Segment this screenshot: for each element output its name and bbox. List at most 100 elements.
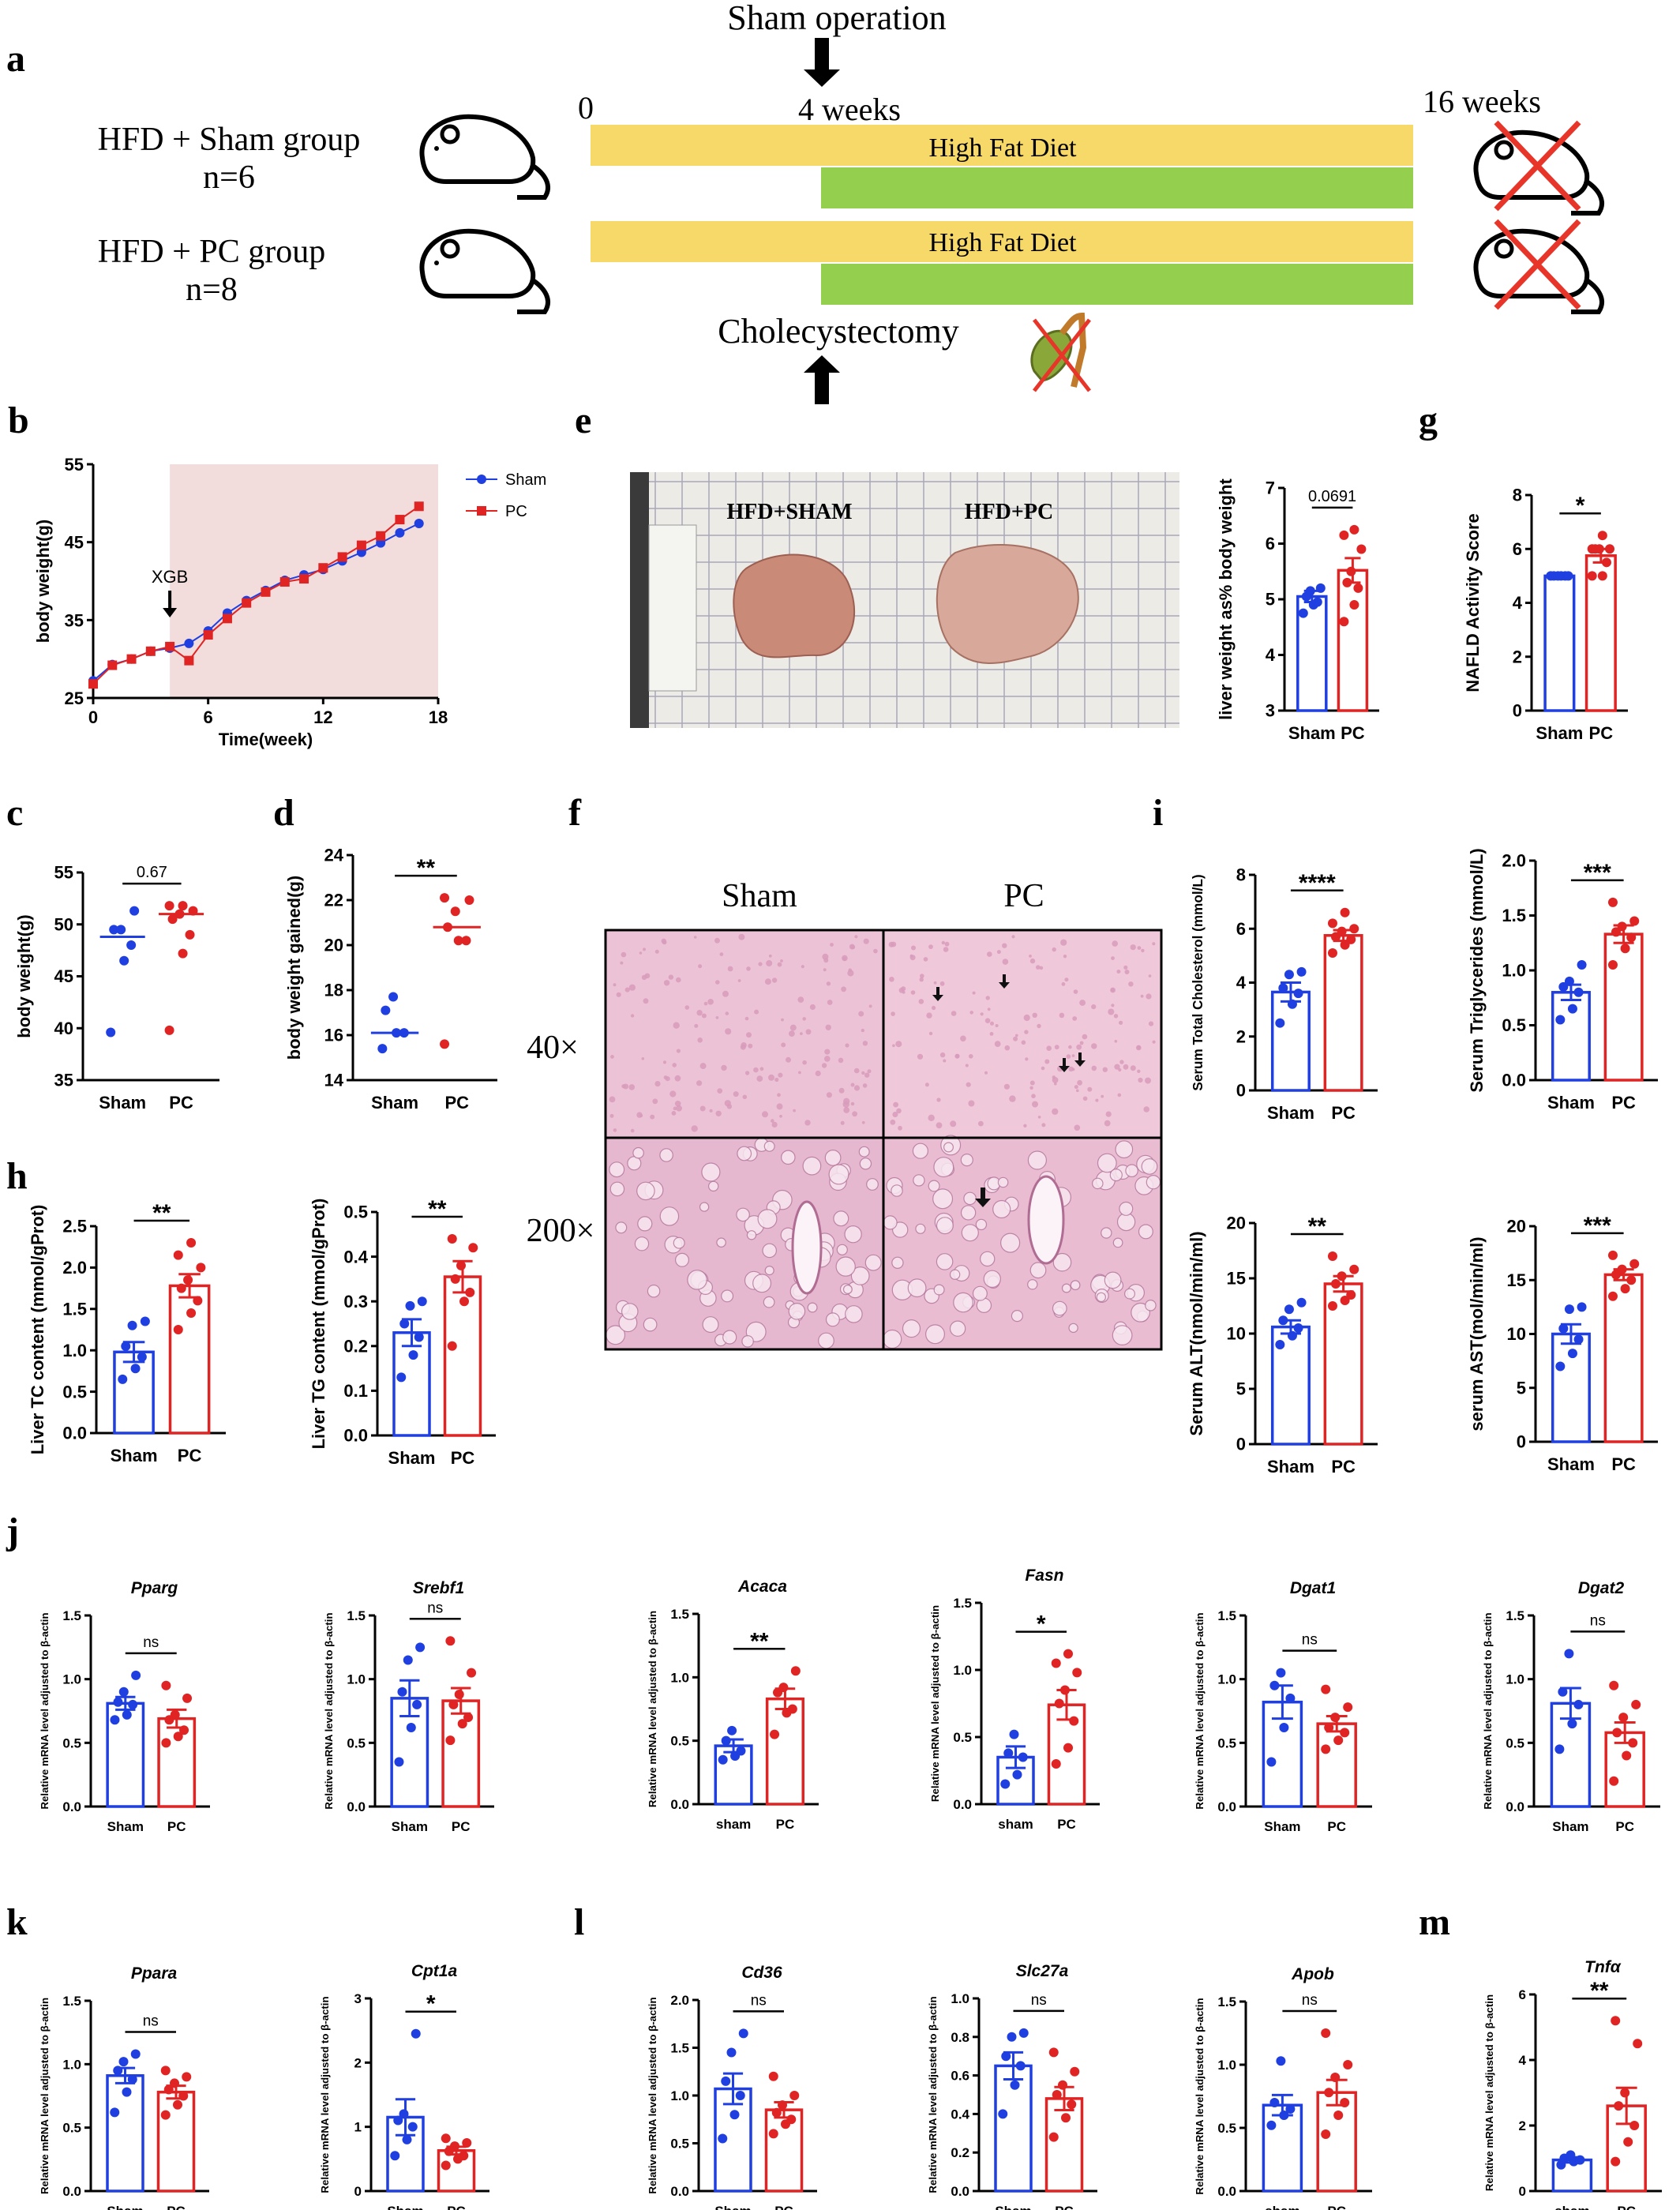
significance-label: **	[152, 1200, 171, 1226]
histology-cell	[802, 1156, 822, 1176]
y-tick-label: 2.0	[1502, 851, 1526, 871]
y-tick-label: 0.5	[1217, 1735, 1236, 1750]
histology-cell	[1029, 958, 1036, 964]
histology-cell	[1063, 955, 1067, 959]
data-point	[465, 1287, 475, 1297]
histology-cell	[1029, 1080, 1035, 1086]
histology-cell	[936, 1097, 941, 1102]
histology-cell	[628, 984, 636, 991]
histology-cell	[1124, 970, 1130, 974]
x-tick-label: Sham	[1547, 1454, 1595, 1474]
annotation-label: XGB	[152, 567, 188, 587]
data-point	[738, 2028, 748, 2039]
sham-operation-label: Sham operation	[727, 0, 946, 37]
histology-cell	[1068, 1323, 1078, 1334]
histology-cell	[781, 1018, 784, 1022]
y-axis-label: Relative mRNA level adjusted to β-actin	[927, 1996, 939, 2193]
histology-cell	[609, 1113, 614, 1118]
histology-cell	[1091, 1065, 1097, 1071]
histology-cell	[835, 1256, 856, 1277]
data-point	[1573, 1699, 1584, 1709]
data-point	[768, 2071, 778, 2081]
data-point	[1327, 918, 1337, 929]
data-point	[137, 1352, 147, 1362]
y-axis-label: Liver TG content (mmol/gProt)	[309, 1199, 328, 1450]
histology-cell	[737, 979, 741, 982]
data-point	[1611, 1270, 1621, 1280]
histology-cell	[841, 986, 846, 992]
histology-cell	[659, 1206, 680, 1226]
panel-letter-c: c	[6, 792, 23, 834]
data-point	[396, 1372, 407, 1383]
histology-cell	[1101, 1227, 1112, 1239]
data-point	[1353, 583, 1363, 593]
data-point	[1315, 583, 1326, 593]
histology-cell	[797, 996, 804, 1003]
data-point	[399, 1028, 409, 1038]
data-point	[203, 630, 213, 640]
histology-cell	[939, 1052, 946, 1058]
y-tick-label: 2.0	[62, 1258, 87, 1278]
data-point	[1333, 2111, 1344, 2120]
histology-cell	[780, 1150, 796, 1165]
histology-cell	[738, 933, 745, 940]
histology-cell	[1112, 1237, 1123, 1248]
histology-cell	[659, 1148, 673, 1162]
y-tick-label: 1.5	[347, 1608, 366, 1623]
histology-col-sham: Sham	[722, 878, 797, 914]
histology-cell	[838, 1057, 844, 1064]
histology-cell	[652, 1098, 658, 1105]
chart-j3: 0.0 0.5 1.0 1.5 Relative mRNA level adjusted…	[647, 1578, 819, 1832]
histology-cell	[1091, 1043, 1097, 1049]
data-point	[1296, 1297, 1307, 1308]
data-point	[1285, 1693, 1296, 1703]
chart-title: Dgat1	[1290, 1579, 1336, 1597]
y-axis-label: Relative mRNA level adjusted to β-actin	[647, 1611, 658, 1807]
histology-cell	[719, 952, 724, 956]
data-point	[1275, 1340, 1285, 1349]
histology-cell	[1114, 1064, 1120, 1070]
histology-cell	[1052, 1300, 1067, 1316]
histology-cell	[722, 990, 729, 997]
data-point	[1305, 586, 1315, 596]
data-point	[130, 2049, 141, 2059]
chart-e: 3 4 5 6 7 liver weight as% body weight Sham PC 0…	[1216, 478, 1379, 743]
histology-cell	[1031, 1094, 1036, 1098]
data-point	[173, 2099, 182, 2110]
data-point	[1607, 1291, 1618, 1301]
chart-j1: 0.0 0.5 1.0 1.5 Relative mRNA level adjusted…	[39, 1579, 210, 1834]
data-point	[1349, 924, 1359, 934]
histology-cell	[824, 1056, 831, 1062]
histology-cell	[822, 953, 829, 960]
panel-letter-f: f	[568, 792, 582, 834]
x-tick-label: PC	[1615, 1819, 1634, 1834]
histology-cell	[672, 1063, 677, 1067]
y-tick-label: 1.5	[670, 2040, 689, 2055]
data-point	[1060, 1685, 1070, 1695]
data-point	[337, 552, 347, 562]
y-tick-label: 25	[65, 689, 84, 708]
histology-cell	[726, 1104, 733, 1109]
histology-cell	[997, 1176, 1009, 1188]
histology-cell	[714, 937, 720, 944]
data-point	[1611, 2016, 1621, 2026]
arrow-up-icon	[804, 355, 840, 404]
y-tick-label: 0.0	[1502, 1071, 1526, 1090]
histology-cell	[762, 1243, 777, 1259]
y-tick-label: 0.0	[62, 2184, 81, 2199]
significance-label: **	[1308, 1214, 1327, 1240]
histology-cell	[764, 1265, 774, 1276]
histology-cell	[1013, 1036, 1018, 1041]
data-point	[998, 2109, 1008, 2119]
data-point	[161, 1680, 171, 1690]
data-point	[165, 641, 175, 651]
data-point	[164, 901, 174, 911]
data-point	[1063, 1743, 1073, 1753]
panel-letter-i: i	[1153, 792, 1163, 834]
histology-cell	[924, 1082, 929, 1087]
chart-title: Slc27a	[1016, 1962, 1069, 1980]
data-point	[1284, 970, 1294, 980]
data-point	[1349, 1264, 1359, 1274]
data-point	[1614, 2101, 1624, 2111]
bar-pc	[168, 1284, 211, 1435]
